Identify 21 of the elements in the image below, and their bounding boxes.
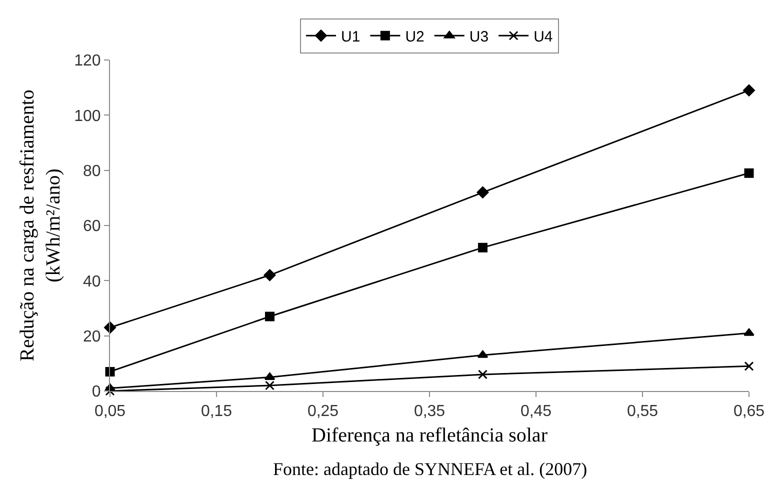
legend-label: U2 [405,28,424,46]
y-tick-label: 0 [92,384,101,401]
y-tick-label: 100 [74,108,101,125]
legend-label: U1 [341,28,360,46]
x-tick-label: 0,35 [414,403,446,420]
y-tick-label: 40 [83,273,101,290]
legend-label: U3 [469,28,489,46]
source-note: Fonte: adaptado de SYNNEFA et al. (2007) [273,459,588,479]
y-tick-label: 20 [83,328,101,346]
x-axis-title: Diferença na refletância solar [312,424,548,447]
y-tick-label: 80 [83,162,101,180]
x-tick-label: 0,45 [520,403,552,420]
y-axis-title: Redução na carga de resfriamento (kWh/m²/ano) [16,90,65,362]
legend-label: U4 [534,28,553,46]
x-tick-label: 0,15 [200,403,232,420]
y-tick-label: 60 [83,218,101,236]
x-tick-label: 0,25 [307,403,339,420]
x-tick-label: 0,55 [626,403,658,420]
y-tick-label: 120 [74,52,101,70]
x-tick-label: 0,65 [733,403,765,420]
x-tick-label: 0,05 [94,403,126,420]
